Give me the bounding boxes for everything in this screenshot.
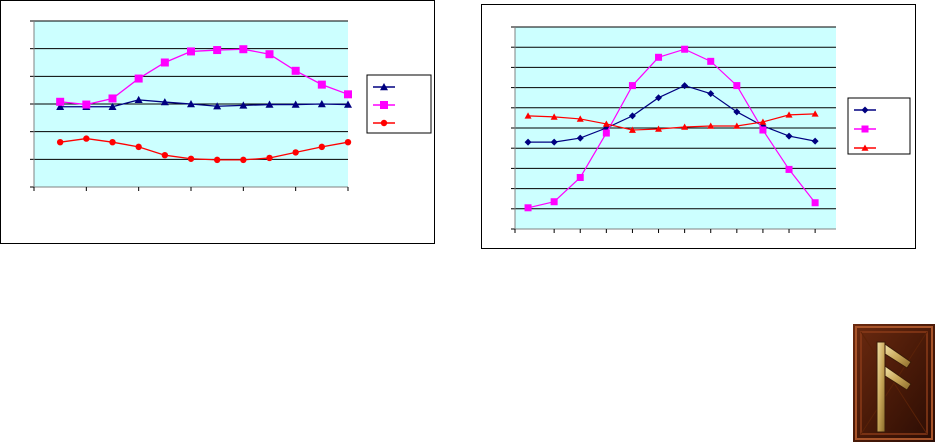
series-2-point [134, 74, 143, 83]
series-1-point [291, 100, 300, 108]
series-2-point [344, 90, 352, 99]
series-1-point [524, 138, 532, 146]
series-3-point [655, 125, 663, 132]
series-3-point [628, 126, 636, 133]
series-1-point [134, 95, 143, 104]
series-2-point [628, 82, 636, 90]
series-1-point [655, 94, 663, 102]
series-3-line [528, 113, 816, 131]
series-2-point [576, 173, 584, 181]
series-3-point [56, 138, 64, 146]
series-1-point [108, 102, 117, 110]
series-1-point [160, 98, 169, 106]
series-2-point [785, 165, 793, 173]
legend-box [847, 97, 911, 155]
series-1-point [265, 100, 274, 108]
series-1-point [628, 112, 636, 120]
legend-marker-1 [861, 106, 869, 114]
series-3-point [759, 118, 767, 125]
series-1-point [213, 102, 222, 110]
series-2-point [707, 57, 715, 65]
legend-marker-2 [380, 101, 388, 109]
series-2-point [317, 80, 326, 89]
series-1-point [56, 102, 65, 110]
series-3-point [602, 120, 610, 127]
series-1-point [317, 100, 326, 108]
series-1-line [60, 99, 349, 108]
series-1-line [528, 84, 816, 143]
series-3-point [318, 143, 326, 151]
series-3-point [707, 122, 715, 129]
series-3-point [292, 149, 299, 156]
legend-marker-2 [861, 125, 869, 133]
legend-marker-1 [380, 83, 388, 91]
series-2-point [602, 129, 610, 137]
series-3-point [785, 111, 793, 118]
rune-icon [853, 324, 935, 442]
series-2-point [265, 50, 274, 59]
series-1-point [550, 138, 558, 146]
series-3-point [109, 138, 116, 146]
series-2-point [56, 97, 65, 106]
series-1-point [811, 137, 819, 145]
series-1-point [681, 82, 689, 90]
series-1-point [576, 134, 584, 142]
series-3-point [576, 115, 584, 122]
series-3-point [733, 122, 741, 129]
series-2-point [291, 66, 300, 75]
series-1-point [187, 100, 195, 108]
left-chart-frame [0, 0, 435, 244]
series-2-point [239, 45, 248, 54]
legend-marker-3 [861, 144, 869, 151]
right-line-chart [511, 26, 911, 233]
series-1-point [344, 100, 352, 108]
series-3-point [240, 156, 247, 164]
series-1-point [707, 90, 715, 98]
series-3-point [266, 154, 273, 162]
series-1-point [733, 108, 741, 116]
series-2-point [108, 94, 117, 103]
series-2-point [524, 204, 532, 212]
series-3-point [811, 110, 819, 117]
series-3-point [187, 155, 195, 162]
series-3-point [524, 112, 532, 119]
series-2-point [759, 126, 767, 134]
right-chart-frame [481, 4, 916, 249]
series-2-line [527, 48, 816, 209]
series-1-point [239, 101, 248, 109]
legend-box [366, 74, 432, 134]
left-line-chart [30, 20, 432, 191]
series-2-point [550, 198, 558, 206]
series-3-point [344, 138, 352, 146]
series-3-point [213, 156, 221, 164]
series-2-point [733, 82, 741, 90]
series-3-line [60, 137, 349, 161]
series-2-point [82, 100, 91, 109]
series-3-point [83, 135, 90, 142]
series-3-point [550, 113, 558, 120]
series-2-point [213, 46, 222, 55]
series-3-point [681, 123, 689, 130]
legend-marker-3 [380, 119, 388, 127]
series-2-point [811, 199, 819, 207]
series-2-point [160, 58, 169, 67]
series-2-line [60, 48, 349, 106]
series-2-point [681, 45, 689, 53]
series-3-point [135, 143, 142, 151]
series-1-point [785, 132, 793, 140]
series-3-point [161, 151, 169, 159]
series-2-point [187, 47, 195, 56]
series-2-point [655, 53, 663, 61]
